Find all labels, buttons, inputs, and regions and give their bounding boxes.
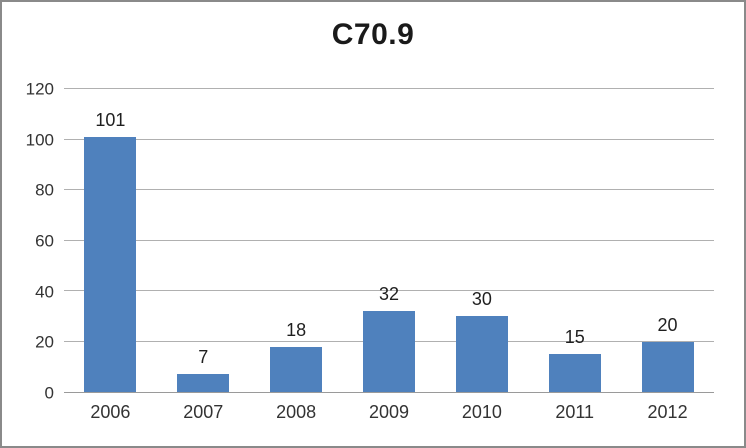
bar-value-label: 101 [95, 109, 126, 130]
bar-value-label: 32 [378, 284, 400, 305]
gridline [64, 290, 714, 291]
x-tick-label: 2010 [461, 402, 502, 422]
x-tick-label: 2006 [90, 402, 131, 422]
plot-area: 101 7 18 32 30 15 20 [64, 88, 714, 393]
y-tick-label: 100 [25, 130, 54, 150]
bar-value-label: 20 [657, 314, 678, 335]
bar-2011 [548, 354, 601, 392]
bar-2009 [363, 311, 415, 392]
y-tick-label: 0 [44, 383, 54, 403]
gridline [64, 239, 714, 241]
chart-title: C70.9 [331, 18, 415, 51]
y-tick-label: 120 [25, 79, 54, 99]
gridline [64, 138, 714, 140]
bar-2012 [641, 341, 694, 392]
x-tick-label: 2011 [555, 402, 595, 422]
x-axis: 2006 2007 2008 2009 2010 2011 2012 [64, 402, 714, 428]
x-tick-label: 2012 [647, 402, 688, 422]
bar-2006 [84, 136, 137, 392]
bar-2008 [270, 346, 323, 392]
gridline [64, 189, 714, 190]
y-tick-label: 60 [35, 231, 54, 251]
x-tick-label: 2007 [183, 402, 224, 422]
bar-2010 [455, 316, 508, 392]
y-tick-label: 40 [35, 282, 54, 302]
y-axis: 0 20 40 60 80 100 120 [2, 81, 54, 402]
gridline [64, 88, 714, 89]
x-tick-label: 2008 [276, 402, 317, 422]
bar-value-label: 15 [564, 327, 585, 348]
bar-value-label: 7 [198, 347, 209, 368]
bar-2007 [177, 374, 230, 392]
bar-value-label: 18 [286, 319, 307, 340]
bar-value-label: 30 [471, 289, 492, 310]
y-tick-label: 80 [35, 180, 54, 200]
x-tick-label: 2009 [368, 402, 410, 422]
y-tick-label: 20 [35, 332, 54, 352]
